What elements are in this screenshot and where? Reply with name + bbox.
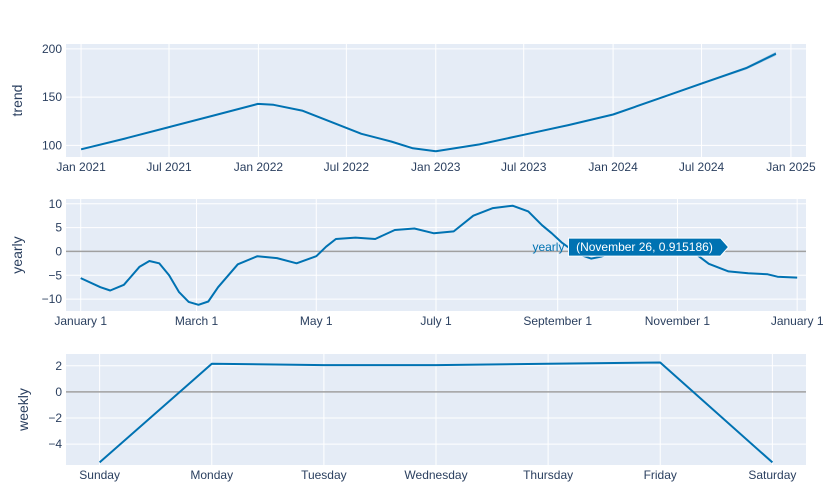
x-tick-label: Jan 2022 xyxy=(234,160,284,174)
x-tick-label: Jan 2021 xyxy=(56,160,106,174)
x-tick-label: Jan 2023 xyxy=(411,160,461,174)
x-tick-label: March 1 xyxy=(175,314,219,328)
y-tick-label: 100 xyxy=(42,138,62,152)
x-tick-label: Jul 2023 xyxy=(501,160,547,174)
y-tick-label: 150 xyxy=(42,90,62,104)
x-tick-label: Tuesday xyxy=(301,468,347,482)
x-tick-label: Saturday xyxy=(748,468,796,482)
y-axis-label: yearly xyxy=(9,236,25,273)
hover-tooltip-box xyxy=(567,237,730,257)
weekly-line xyxy=(98,361,774,464)
y-tick-label: −2 xyxy=(48,411,62,425)
y-axis-label: weekly xyxy=(15,388,31,432)
x-tick-label: Friday xyxy=(644,468,677,482)
x-tick-label: Wednesday xyxy=(404,468,467,482)
x-tick-label: Jan 2024 xyxy=(588,160,638,174)
y-tick-label: −5 xyxy=(48,268,62,282)
x-tick-label: Jul 2021 xyxy=(146,160,192,174)
trend-line xyxy=(80,52,777,153)
trend-subplot: trend 100 150 200 Jan 2021 Jul 2021 Jan 2022 Ju… xyxy=(9,42,816,174)
x-tick-label: Jul 2024 xyxy=(679,160,725,174)
yearly-subplot: yearly −10 −5 0 5 10 January 1 March 1 May 1 July… xyxy=(9,197,824,328)
x-tick-label: Thursday xyxy=(523,468,573,482)
y-tick-label: −10 xyxy=(42,292,63,306)
y-axis-label: trend xyxy=(9,85,25,117)
y-tick-label: −4 xyxy=(48,437,62,451)
y-tick-label: 0 xyxy=(55,244,62,258)
y-tick-label: 5 xyxy=(55,221,62,235)
x-tick-label: July 1 xyxy=(420,314,452,328)
y-tick-label: 200 xyxy=(42,42,62,56)
x-tick-label: January 1 xyxy=(54,314,107,328)
y-tick-label: 0 xyxy=(55,385,62,399)
x-tick-label: Sunday xyxy=(79,468,120,482)
hover-tooltip-text: (November 26, 0.915186) xyxy=(576,240,713,254)
x-tick-label: Jul 2022 xyxy=(324,160,370,174)
hover-series-label: yearly xyxy=(532,240,564,254)
x-tick-label: Jan 2025 xyxy=(766,160,816,174)
x-tick-label: January 1 xyxy=(771,314,824,328)
x-tick-label: November 1 xyxy=(645,314,711,328)
weekly-subplot: weekly −4 −2 0 2 Sunday Monday Tuesday Wednesday… xyxy=(15,354,806,482)
y-tick-label: 10 xyxy=(49,197,63,211)
x-tick-label: September 1 xyxy=(523,314,592,328)
y-tick-label: 2 xyxy=(55,359,62,373)
x-tick-label: May 1 xyxy=(300,314,333,328)
x-tick-label: Monday xyxy=(190,468,233,482)
